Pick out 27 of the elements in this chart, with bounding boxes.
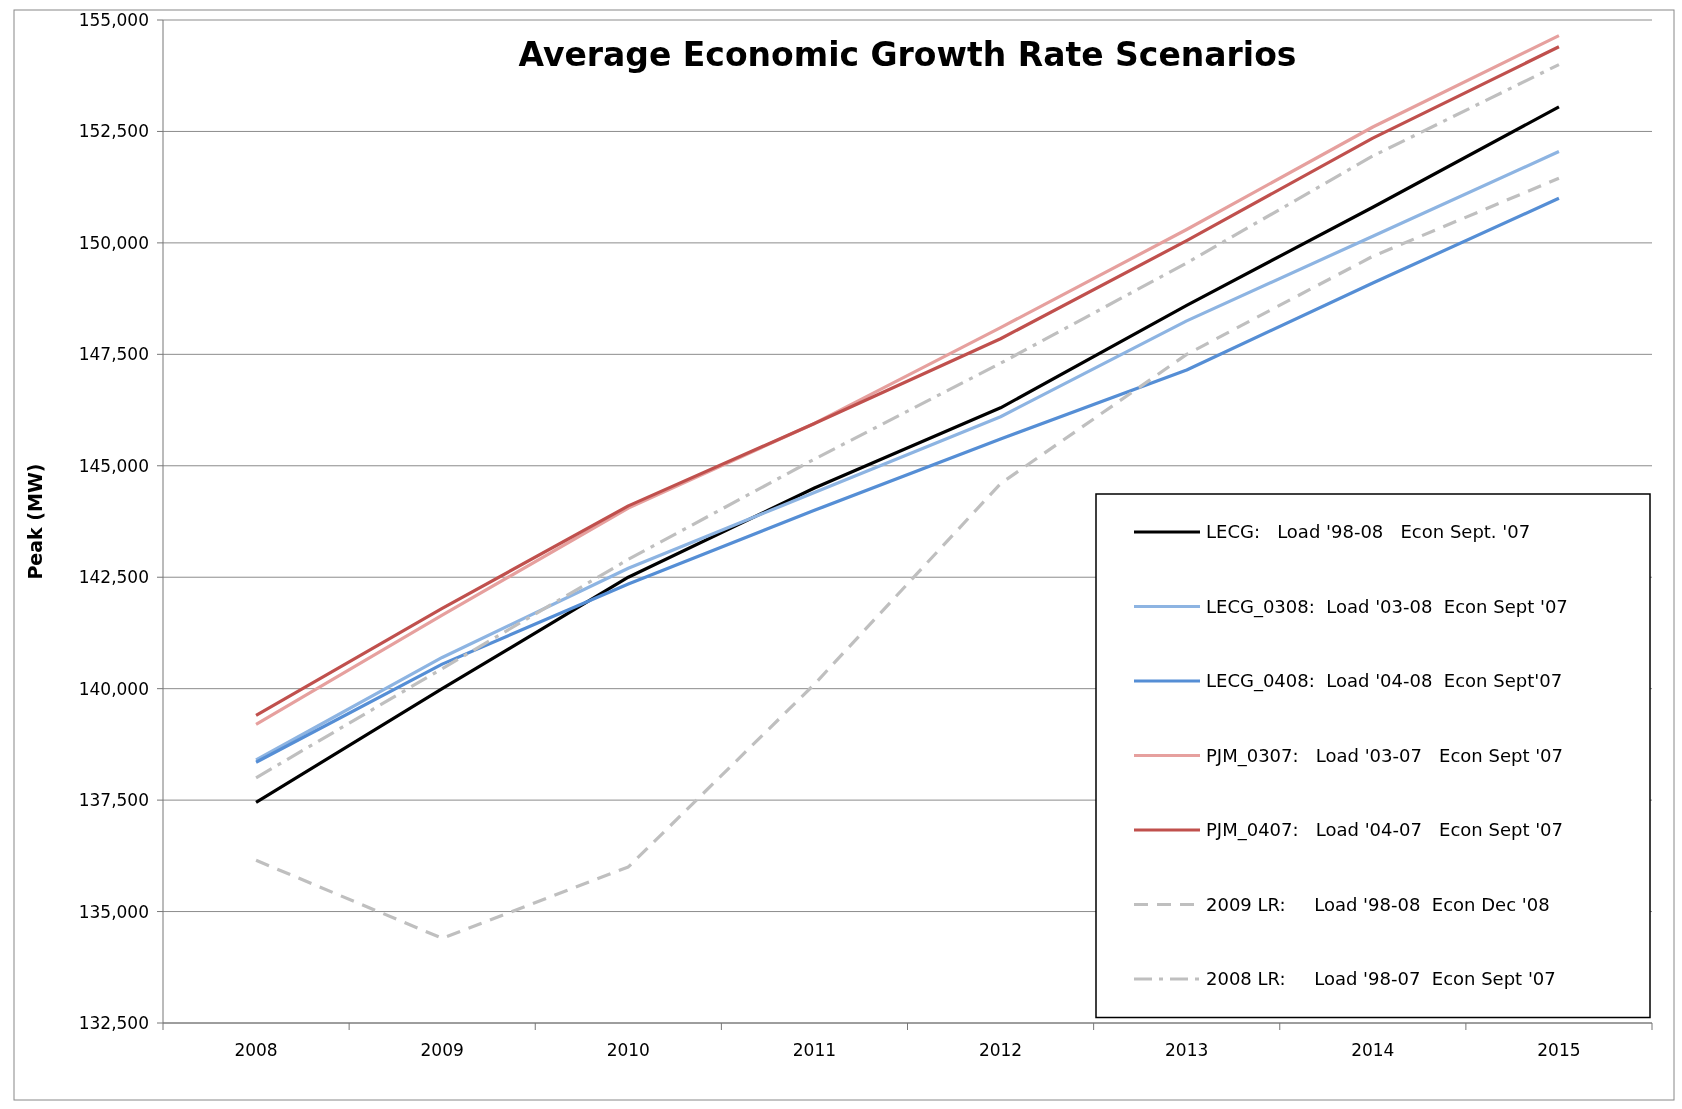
legend-label: LECG: Load '98-08 Econ Sept. '07 [1206,521,1531,543]
x-tick-label: 2012 [978,1040,1023,1060]
x-tick-label: 2010 [606,1040,650,1060]
y-tick-label: 132,500 [78,1012,149,1033]
x-tick-label: 2014 [1351,1040,1395,1060]
y-tick-label: 150,000 [78,232,149,253]
y-tick-label: 147,500 [78,344,149,365]
x-tick-label: 2009 [420,1040,464,1060]
y-tick-label: 140,000 [78,678,149,699]
x-tick-label: 2008 [234,1040,278,1060]
legend-label: PJM_0307: Load '03-07 Econ Sept '07 [1206,744,1564,767]
x-tick-label: 2011 [792,1040,837,1060]
text: Average Economic Growth Rate Scenarios [518,35,1297,74]
y-tick-label: 137,500 [78,790,149,811]
legend-label: 2008 LR: Load '98-07 Econ Sept '07 [1206,968,1556,990]
y-tick-label: 155,000 [78,9,149,30]
x-tick-label: 2015 [1537,1040,1581,1060]
y-tick-label: 145,000 [78,455,149,476]
y-tick-label: 152,500 [78,121,149,142]
x-tick-label: 2013 [1165,1040,1209,1060]
legend-label: 2009 LR: Load '98-08 Econ Dec '08 [1206,893,1550,915]
legend-label: LECG_0308: Load '03-08 Econ Sept '07 [1206,595,1568,618]
y-axis-title: Peak (MW) [24,463,46,580]
y-tick-label: 135,000 [78,901,149,922]
y-tick-label: 142,500 [78,567,149,588]
legend-label: PJM_0407: Load '04-07 Econ Sept '07 [1206,819,1564,842]
legend-label: LECG_0408: Load '04-08 Econ Sept'07 [1206,670,1563,693]
